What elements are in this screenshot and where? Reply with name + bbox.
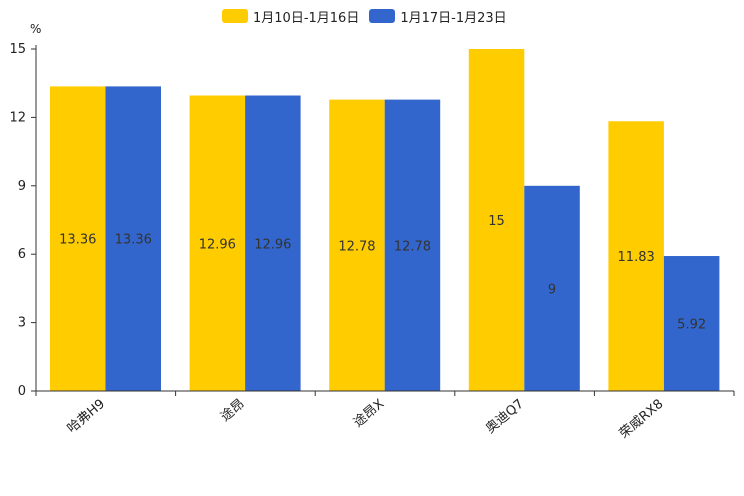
bar-s1-1[interactable] xyxy=(189,95,246,392)
bar-s1-4[interactable] xyxy=(608,121,664,391)
value-label-s2-4: 5.92 xyxy=(677,318,706,333)
legend-swatch-series-2 xyxy=(369,9,396,23)
value-label-s1-3: 15 xyxy=(488,214,505,229)
x-tick-label-3: 奥迪Q7 xyxy=(483,397,527,437)
legend-item-series-2[interactable]: 1月17日-1月23日 xyxy=(369,7,507,26)
value-label-s1-0: 13.36 xyxy=(59,233,96,248)
legend-label-series-1: 1月10日-1月16日 xyxy=(253,10,360,26)
bar-s2-4[interactable] xyxy=(663,256,720,391)
y-axis-unit-label: % xyxy=(30,22,42,36)
bar-s2-1[interactable] xyxy=(245,95,301,392)
y-tick-label-1: 3 xyxy=(18,316,26,331)
x-tick-label-1: 途昂 xyxy=(217,396,247,425)
value-label-s2-1: 12.96 xyxy=(254,237,291,252)
x-tick-label-4: 荣威RX8 xyxy=(617,397,667,442)
value-label-s1-1: 12.96 xyxy=(199,237,236,252)
y-tick-label-2: 6 xyxy=(18,247,26,262)
value-label-s2-3: 9 xyxy=(548,282,556,297)
x-tick-label-0: 哈弗H9 xyxy=(65,397,108,437)
legend: 1月10日-1月16日 1月17日-1月23日 xyxy=(222,6,517,26)
bar-s2-0[interactable] xyxy=(105,86,162,391)
value-label-s1-4: 11.83 xyxy=(618,250,655,265)
bar-s2-3[interactable] xyxy=(524,185,580,391)
x-tick-label-2: 途昂X xyxy=(350,396,387,431)
value-label-s2-2: 12.78 xyxy=(394,239,431,254)
y-tick-label-5: 15 xyxy=(9,42,26,57)
y-tick-label-0: 0 xyxy=(18,384,26,399)
bar-s2-2[interactable] xyxy=(384,99,441,391)
bar-s1-3[interactable] xyxy=(468,49,525,391)
value-label-s2-0: 13.36 xyxy=(115,233,152,248)
legend-swatch-series-1 xyxy=(222,9,248,23)
value-label-s1-2: 12.78 xyxy=(338,239,375,254)
bar-s1-0[interactable] xyxy=(50,86,106,391)
legend-item-series-1[interactable]: 1月10日-1月16日 xyxy=(222,7,359,26)
y-tick-label-3: 9 xyxy=(18,179,26,194)
bar-s1-2[interactable] xyxy=(329,99,385,391)
y-tick-label-4: 12 xyxy=(9,110,26,125)
legend-label-series-2: 1月17日-1月23日 xyxy=(400,10,507,26)
